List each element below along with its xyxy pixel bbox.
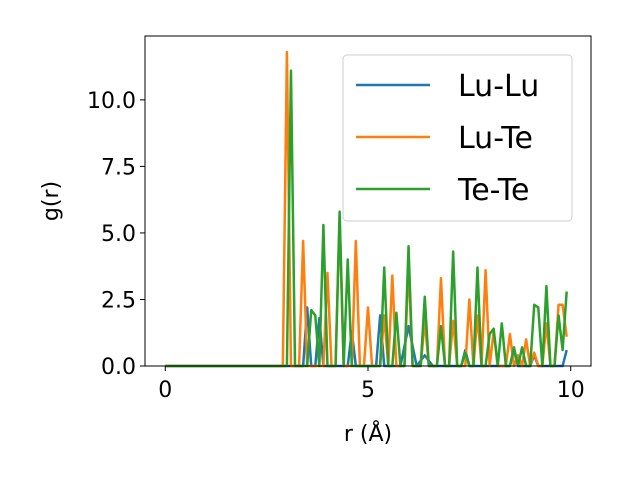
legend-label-te-te: Te-Te	[457, 173, 529, 208]
y-tick-label: 5.0	[101, 222, 136, 247]
legend: Lu-Lu Lu-Te Te-Te	[342, 54, 573, 222]
legend-label-lu-te: Lu-Te	[458, 121, 533, 156]
y-tick-label: 10.0	[87, 89, 136, 114]
y-axis-ticks: 0.0 2.5 5.0 7.5 10.0	[87, 89, 145, 380]
y-tick-label: 0.0	[101, 355, 136, 380]
x-axis-label: r (Å)	[344, 420, 392, 447]
y-axis-label: g(r)	[39, 181, 64, 221]
x-tick-label: 10	[557, 378, 585, 403]
y-tick-label: 2.5	[101, 288, 136, 313]
x-tick-label: 5	[361, 378, 375, 403]
y-tick-label: 7.5	[101, 155, 136, 180]
x-axis-ticks: 0 5 10	[158, 366, 585, 403]
legend-box	[342, 54, 573, 222]
legend-label-lu-lu: Lu-Lu	[458, 69, 539, 104]
x-tick-label: 0	[158, 378, 172, 403]
